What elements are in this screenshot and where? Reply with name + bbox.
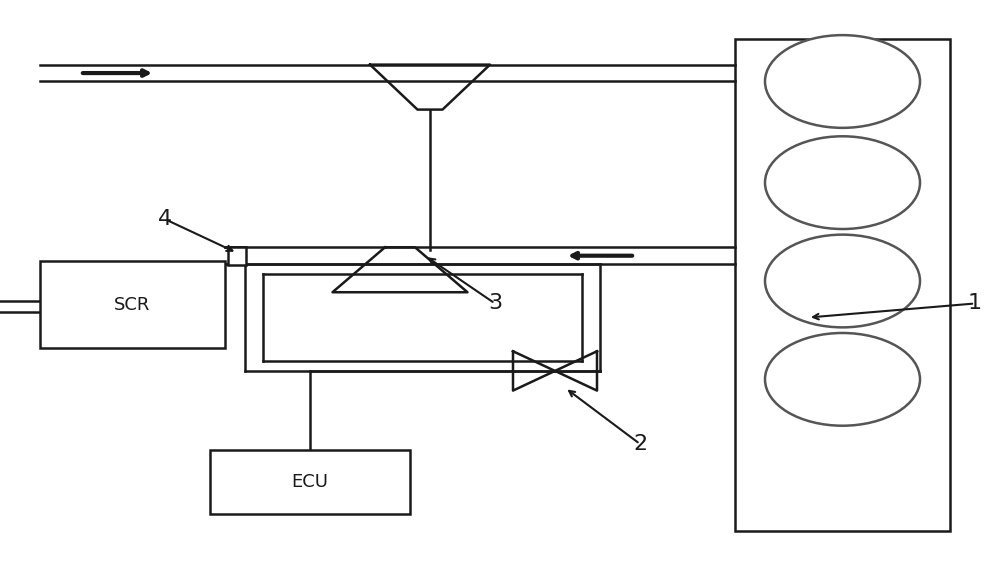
Text: 2: 2	[633, 434, 647, 454]
Bar	[210, 450, 410, 514]
Text: 4: 4	[158, 209, 172, 229]
Bar	[228, 247, 246, 265]
Ellipse shape	[765, 35, 920, 128]
Ellipse shape	[765, 235, 920, 327]
Text: SCR: SCR	[114, 296, 151, 314]
Ellipse shape	[765, 333, 920, 426]
Bar	[735, 39, 950, 531]
Text: 1: 1	[968, 293, 982, 314]
Ellipse shape	[765, 136, 920, 229]
Text: 3: 3	[488, 293, 502, 314]
Text: ECU: ECU	[292, 473, 328, 491]
Bar	[40, 261, 225, 348]
